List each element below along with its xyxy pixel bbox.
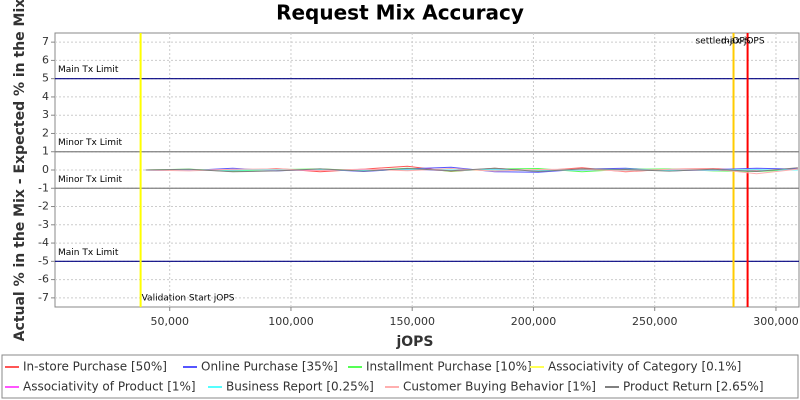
legend-label: Associativity of Category [0.1%] [548, 360, 741, 374]
marker-label: max-jOPS [721, 37, 765, 47]
marker-label: Validation Start jOPS [142, 294, 235, 304]
limit-label: Main Tx Limit [58, 248, 119, 258]
legend-label: Product Return [2.65%] [623, 380, 764, 394]
legend-label: In-store Purchase [50%] [23, 360, 167, 374]
y-tick-label: -1 [38, 181, 49, 194]
y-tick-label: 2 [42, 126, 49, 139]
legend-label: Online Purchase [35%] [201, 360, 338, 374]
y-axis-label: Actual % in the Mix - Expected % in the … [12, 0, 28, 341]
y-tick-label: 3 [42, 108, 49, 121]
limit-label: Minor Tx Limit [58, 175, 123, 185]
y-tick-label: -6 [38, 273, 49, 286]
plot-content: Main Tx Limit Minor Tx Limit Minor Tx Limi… [55, 33, 799, 307]
legend-label: Associativity of Product [1%] [23, 380, 196, 394]
y-tick-label: -7 [38, 291, 49, 304]
legend-label: Installment Purchase [10%] [366, 360, 532, 374]
y-tick-label: -3 [38, 218, 49, 231]
x-tick-label: 100,000 [268, 315, 314, 328]
series-line [145, 167, 798, 173]
x-tick-label: 250,000 [632, 315, 678, 328]
chart-title: Request Mix Accuracy [276, 1, 524, 25]
y-tick-label: 5 [42, 72, 49, 85]
y-tick-label: -5 [38, 254, 49, 267]
legend-label: Business Report [0.25%] [226, 380, 374, 394]
limit-label: Minor Tx Limit [58, 138, 123, 148]
y-tick-label: -4 [38, 236, 49, 249]
marker-label: settled-jOPS [696, 37, 751, 47]
x-tick-label: 150,000 [389, 315, 435, 328]
legend-label: Customer Buying Behavior [1%] [403, 380, 596, 394]
x-axis-label: jOPS [395, 334, 433, 350]
limit-label: Main Tx Limit [58, 65, 119, 75]
y-tick-label: 6 [42, 53, 49, 66]
y-tick-label: -2 [38, 200, 49, 213]
x-tick-label: 200,000 [511, 315, 557, 328]
y-tick-label: 0 [42, 163, 49, 176]
x-tick-label: 50,000 [150, 315, 189, 328]
y-tick-label: 4 [42, 90, 49, 103]
x-tick-label: 300,000 [753, 315, 799, 328]
y-tick-label: 7 [42, 35, 49, 48]
y-tick-label: 1 [42, 145, 49, 158]
legend [1, 354, 799, 399]
